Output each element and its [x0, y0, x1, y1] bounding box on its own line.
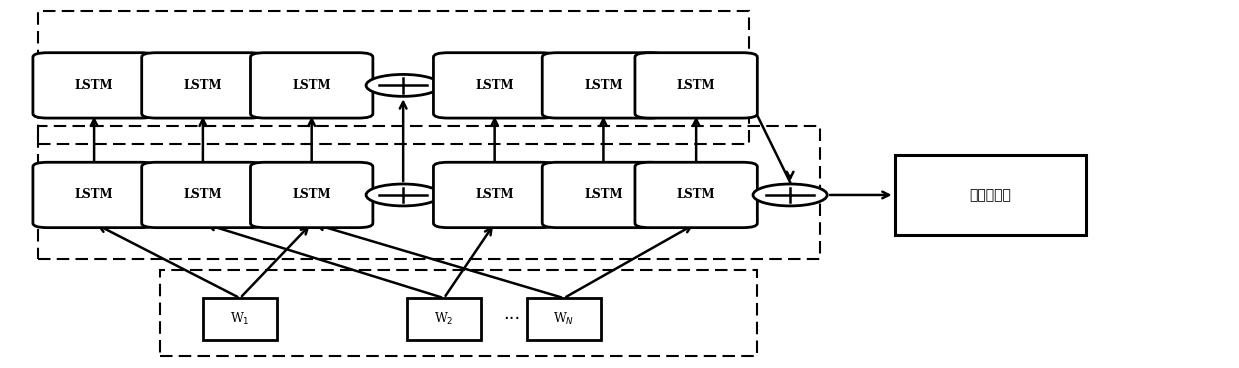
FancyBboxPatch shape [543, 53, 664, 118]
Bar [203, 298, 278, 340]
Text: LSTM: LSTM [74, 79, 113, 92]
Circle shape [753, 184, 828, 206]
Text: W$_1$: W$_1$ [230, 311, 250, 327]
Bar [406, 298, 481, 340]
Text: LSTM: LSTM [292, 79, 331, 92]
FancyBboxPatch shape [250, 162, 373, 228]
Text: ···: ··· [503, 310, 520, 328]
FancyBboxPatch shape [634, 162, 757, 228]
Bar [895, 155, 1087, 235]
Circle shape [366, 184, 440, 206]
FancyBboxPatch shape [434, 162, 556, 228]
Text: 词嵌入向量: 词嵌入向量 [969, 188, 1011, 202]
Text: LSTM: LSTM [292, 188, 331, 201]
FancyBboxPatch shape [141, 53, 264, 118]
Text: LSTM: LSTM [676, 79, 715, 92]
FancyBboxPatch shape [434, 53, 556, 118]
Text: LSTM: LSTM [476, 79, 514, 92]
Bar [527, 298, 601, 340]
Circle shape [366, 74, 440, 96]
Text: W$_N$: W$_N$ [554, 311, 575, 327]
FancyBboxPatch shape [33, 162, 155, 228]
Text: LSTM: LSTM [183, 188, 222, 201]
Text: LSTM: LSTM [183, 79, 222, 92]
FancyBboxPatch shape [250, 53, 373, 118]
FancyBboxPatch shape [543, 162, 664, 228]
Text: W$_2$: W$_2$ [434, 311, 453, 327]
FancyBboxPatch shape [634, 53, 757, 118]
FancyBboxPatch shape [141, 162, 264, 228]
FancyBboxPatch shape [33, 53, 155, 118]
Text: LSTM: LSTM [584, 188, 623, 201]
Text: LSTM: LSTM [584, 79, 623, 92]
Text: LSTM: LSTM [476, 188, 514, 201]
Text: LSTM: LSTM [676, 188, 715, 201]
Text: LSTM: LSTM [74, 188, 113, 201]
